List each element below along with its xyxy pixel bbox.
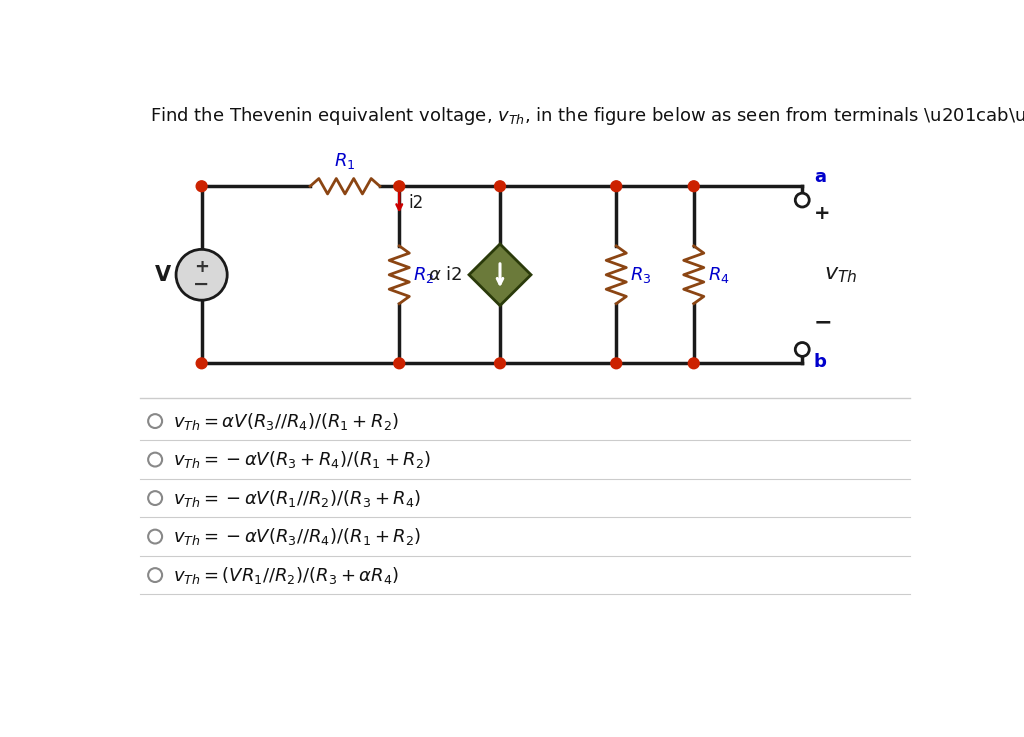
Text: +: + — [814, 204, 830, 223]
Text: $v_{Th}$: $v_{Th}$ — [824, 265, 857, 284]
Text: $R_3$: $R_3$ — [630, 265, 651, 284]
Circle shape — [495, 181, 506, 192]
Text: −: − — [814, 312, 833, 332]
Circle shape — [394, 358, 404, 368]
Text: $R_2$: $R_2$ — [414, 265, 434, 284]
Circle shape — [796, 193, 809, 207]
Circle shape — [611, 181, 622, 192]
Text: $v_{Th} = -\alpha V(R_1 // R_2)/(R_3 + R_4)$: $v_{Th} = -\alpha V(R_1 // R_2)/(R_3 + R… — [173, 488, 421, 509]
Text: −: − — [194, 274, 210, 293]
Circle shape — [611, 358, 622, 368]
Circle shape — [688, 358, 699, 368]
Circle shape — [197, 358, 207, 368]
Text: $R_4$: $R_4$ — [708, 265, 729, 284]
Text: $R_1$: $R_1$ — [334, 151, 355, 171]
Text: $\alpha$ i2: $\alpha$ i2 — [428, 266, 463, 284]
Text: a: a — [814, 168, 826, 186]
Text: +: + — [195, 258, 209, 276]
Text: Find the Thevenin equivalent voltage, $v_{Th}$, in the figure below as seen from: Find the Thevenin equivalent voltage, $v… — [150, 105, 1024, 128]
Text: $v_{Th} = (VR_1 // R_2)/(R_3 + \alpha R_4)$: $v_{Th} = (VR_1 // R_2)/(R_3 + \alpha R_… — [173, 565, 399, 586]
Circle shape — [495, 358, 506, 368]
Circle shape — [796, 343, 809, 357]
Text: i2: i2 — [409, 194, 424, 212]
Text: $v_{Th} = \alpha V(R_3 // R_4)/(R_1 + R_2)$: $v_{Th} = \alpha V(R_3 // R_4)/(R_1 + R_… — [173, 411, 399, 432]
Text: V: V — [155, 265, 171, 284]
Text: $v_{Th} = -\alpha V(R_3 + R_4)/(R_1 + R_2)$: $v_{Th} = -\alpha V(R_3 + R_4)/(R_1 + R_… — [173, 449, 431, 470]
Circle shape — [394, 181, 404, 192]
Circle shape — [197, 181, 207, 192]
Text: $v_{Th} = -\alpha V(R_3 // R_4)/(R_1 + R_2)$: $v_{Th} = -\alpha V(R_3 // R_4)/(R_1 + R… — [173, 526, 421, 547]
Circle shape — [176, 249, 227, 300]
Polygon shape — [469, 244, 531, 306]
Circle shape — [688, 181, 699, 192]
Text: b: b — [814, 352, 826, 371]
